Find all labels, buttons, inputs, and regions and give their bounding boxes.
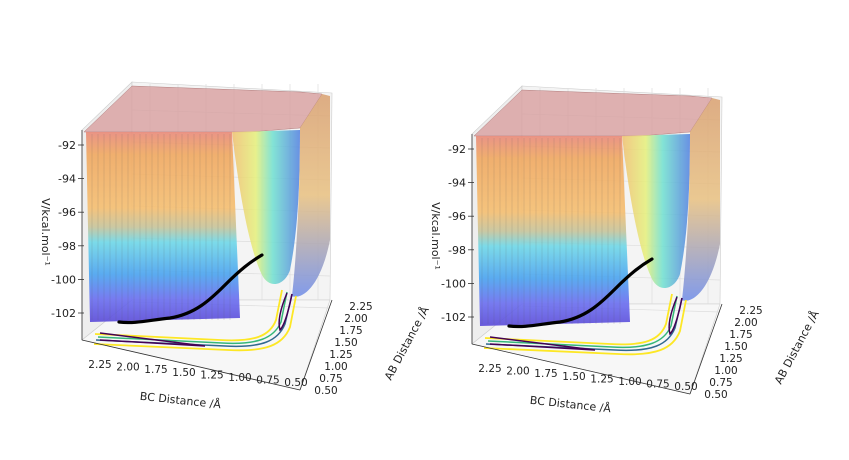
- z-tick-label: -98: [448, 244, 466, 257]
- y-axis-label: AB Distance /Å: [382, 304, 432, 382]
- y-tick-label: 1.50: [334, 337, 357, 349]
- y-axis-line: [689, 303, 723, 395]
- y-tick-label: 0.50: [704, 389, 727, 401]
- surface-front-face: [86, 132, 240, 322]
- x-tick-label: 2.25: [88, 359, 111, 371]
- contour-line: [93, 295, 297, 352]
- z-tick-label: -96: [58, 206, 76, 219]
- y-tick-label: 0.75: [709, 377, 732, 389]
- z-tick-label: -94: [448, 177, 466, 190]
- x-tick-label: 1.00: [618, 376, 641, 388]
- trajectory-path: [507, 257, 654, 329]
- x-axis-line: [81, 339, 301, 391]
- x-tick-label: 1.50: [562, 371, 585, 383]
- surface-right-wall: [682, 98, 720, 301]
- x-tick-label: 2.25: [478, 363, 501, 375]
- x-axis-label: BC Distance /Å: [529, 394, 612, 415]
- x-axis-label: BC Distance /Å: [139, 390, 222, 411]
- surface-right-wall: [292, 94, 330, 297]
- contour-loop: [668, 296, 683, 336]
- x-tick-label: 2.00: [116, 362, 139, 374]
- contour-line: [484, 293, 673, 346]
- contour-loop: [278, 292, 293, 332]
- x-tick-label: 1.50: [172, 367, 195, 379]
- contour-line: [487, 295, 678, 349]
- y-tick-label: 2.25: [349, 301, 372, 313]
- y-tick-label: 1.50: [724, 341, 747, 353]
- z-tick-label: -102: [51, 307, 76, 320]
- x-tick-label: 1.25: [590, 373, 613, 385]
- contour-line: [483, 299, 687, 356]
- y-tick-label: 2.25: [739, 305, 762, 317]
- y-axis-line: [299, 299, 333, 391]
- y-tick-label: 1.00: [324, 361, 347, 373]
- contour-line: [97, 291, 288, 345]
- x-tick-label: 1.25: [200, 369, 223, 381]
- contour-loop: [99, 332, 206, 347]
- x-tick-label: 0.75: [256, 375, 279, 387]
- z-tick-label: -94: [58, 173, 76, 186]
- surface-valley: [232, 130, 300, 285]
- x-tick-label: 1.75: [534, 368, 557, 380]
- x-tick-label: 0.75: [646, 379, 669, 391]
- x-tick-label: 0.50: [674, 381, 697, 393]
- y-tick-label: 2.00: [344, 313, 367, 325]
- x-tick-label: 2.00: [506, 366, 529, 378]
- y-axis-label: AB Distance /Å: [772, 308, 822, 386]
- y-tick-label: 1.75: [729, 329, 752, 341]
- trajectory-path: [117, 253, 264, 325]
- surface-plateau: [473, 89, 713, 137]
- contour-loop: [489, 336, 596, 351]
- contour-line: [485, 297, 683, 352]
- y-tick-label: 1.25: [719, 353, 742, 365]
- z-tick-label: -102: [441, 311, 466, 324]
- z-tick-label: -92: [58, 139, 76, 152]
- y-tick-label: 1.00: [714, 365, 737, 377]
- surface-plateau: [83, 85, 323, 133]
- x-tick-label: 0.50: [284, 377, 307, 389]
- z-tick-label: -98: [58, 240, 76, 253]
- contour-line: [94, 289, 283, 342]
- y-tick-label: 0.75: [319, 373, 342, 385]
- z-axis-label: V/kcal.mol⁻¹: [429, 202, 442, 270]
- x-axis-line: [471, 343, 691, 395]
- z-axis-label: V/kcal.mol⁻¹: [39, 198, 52, 266]
- surface-valley: [622, 134, 690, 289]
- contour-line: [95, 293, 293, 348]
- y-tick-label: 2.00: [734, 317, 757, 329]
- x-tick-label: 1.00: [228, 372, 251, 384]
- y-tick-label: 1.75: [339, 325, 362, 337]
- z-tick-label: -100: [441, 277, 466, 290]
- y-tick-label: 0.50: [314, 385, 337, 397]
- y-tick-label: 1.25: [329, 349, 352, 361]
- z-tick-label: -96: [448, 210, 466, 223]
- surface-front-face: [476, 136, 630, 326]
- z-tick-label: -92: [448, 143, 466, 156]
- x-tick-label: 1.75: [144, 364, 167, 376]
- z-tick-label: -100: [51, 273, 76, 286]
